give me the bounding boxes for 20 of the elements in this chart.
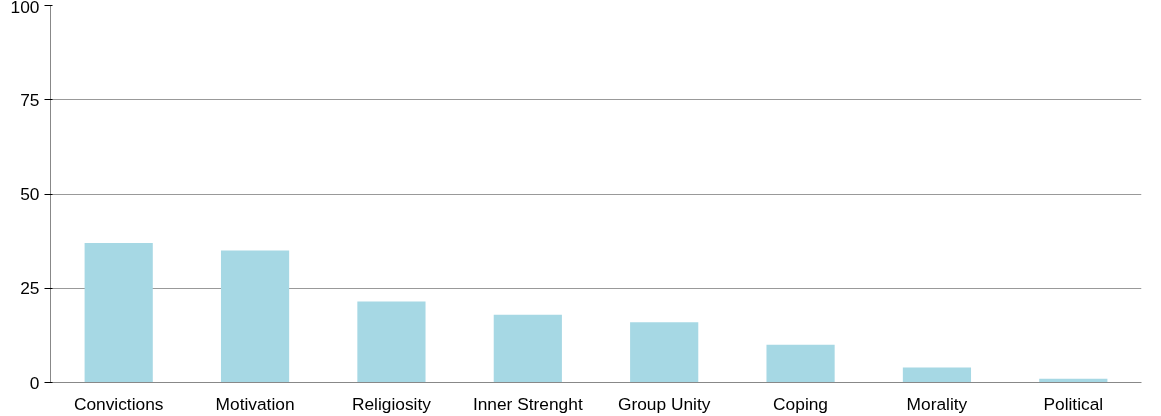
bar: [84, 243, 153, 383]
y-tick-label: 50: [20, 184, 40, 204]
bar: [902, 367, 972, 383]
y-tick-label: 25: [20, 278, 40, 299]
x-tick-label: Motivation: [215, 393, 295, 414]
x-tick-label: Morality: [906, 393, 968, 414]
x-tick-label: Political: [1043, 393, 1104, 414]
bar: [630, 322, 699, 383]
bar: [766, 344, 835, 383]
x-tick-label: Convictions: [73, 393, 164, 414]
x-tick-label: Religiosity: [351, 393, 432, 414]
y-tick-label: 100: [10, 0, 40, 17]
bar: [220, 250, 290, 383]
x-tick-label: Group Unity: [617, 393, 711, 414]
bar: [357, 301, 426, 383]
x-tick-label: Coping: [773, 393, 829, 414]
y-tick-label: 75: [20, 89, 40, 110]
bar: [493, 314, 562, 383]
y-tick-label: 0: [29, 372, 40, 393]
x-tick-label: Inner Strenght: [472, 393, 583, 414]
